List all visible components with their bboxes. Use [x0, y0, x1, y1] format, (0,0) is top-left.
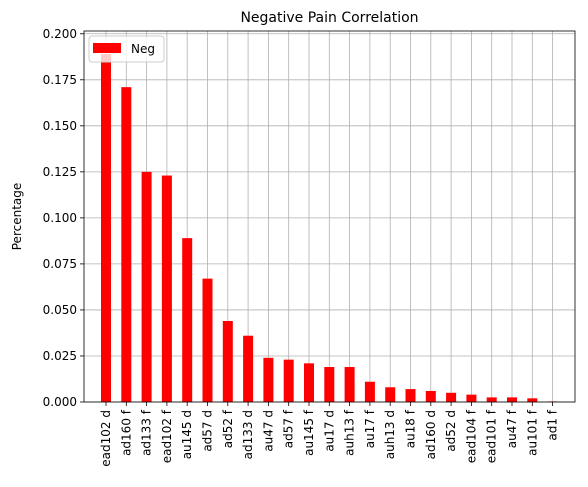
y-ticks: 0.000 0.025 0.050 0.075 0.100 0.125 0.150 0.175… — [43, 27, 84, 409]
x-tick-label: ad133 d — [241, 410, 255, 459]
x-ticks: ead102 d ad160 f ad133 f ead102 f au145 d ad5… — [99, 402, 560, 467]
bar-ad133-d — [243, 335, 254, 402]
x-tick-label: ad57 d — [201, 410, 215, 452]
x-tick-label: au47 f — [505, 409, 519, 448]
bars — [101, 54, 558, 403]
bar-au47-f — [507, 397, 517, 402]
bar-au101-f — [527, 398, 538, 402]
bar-ad57-d — [202, 278, 213, 402]
bar-au145-d — [182, 238, 193, 402]
x-tick-label: au17 f — [363, 409, 377, 448]
x-tick-label: au145 d — [180, 410, 194, 459]
bar-ead101-f — [486, 397, 497, 402]
bar-au18-f — [405, 389, 416, 402]
bar-auh13-d — [385, 387, 396, 402]
bar-ad160-d — [425, 390, 436, 402]
bar-au17-f — [364, 381, 375, 402]
x-tick-label: ad57 f — [282, 409, 296, 448]
x-tick-label: au47 d — [261, 410, 275, 452]
legend-label-neg: Neg — [131, 42, 155, 56]
bar-ad52-f — [222, 320, 233, 402]
y-tick-label: 0.150 — [43, 119, 77, 133]
bar-ad52-d — [446, 392, 457, 402]
bar-au17-d — [324, 367, 335, 402]
y-axis-label: Percentage — [10, 183, 24, 251]
bar-ad57-f — [283, 359, 294, 402]
x-tick-label: ad52 f — [221, 409, 235, 448]
legend-box — [88, 35, 165, 63]
bar-ead102-d — [101, 54, 111, 402]
x-tick-label: ad52 d — [444, 410, 458, 452]
x-tick-label: ad160 d — [424, 410, 438, 459]
y-tick-label: 0.125 — [43, 165, 77, 179]
y-tick-label: 0.000 — [43, 395, 77, 409]
chart-title: Negative Pain Correlation — [240, 10, 418, 26]
x-tick-label: ead102 d — [99, 410, 113, 467]
bar-ad133-f — [141, 171, 152, 402]
y-tick-label: 0.100 — [43, 211, 77, 225]
bar-ad160-f — [121, 87, 132, 403]
bar-au145-f — [304, 363, 314, 402]
y-tick-label: 0.175 — [43, 73, 77, 87]
x-tick-label: ead101 f — [485, 409, 499, 463]
bar-ead102-f — [161, 175, 172, 402]
x-tick-label: au145 f — [302, 409, 316, 456]
y-tick-label: 0.075 — [43, 257, 77, 271]
x-tick-label: au18 f — [404, 409, 418, 448]
x-tick-label: au101 f — [525, 409, 539, 456]
x-tick-label: ead102 f — [160, 409, 174, 463]
legend: Neg — [88, 35, 165, 63]
bar-au47-d — [263, 357, 274, 402]
y-tick-label: 0.025 — [43, 349, 77, 363]
x-tick-label: auh13 d — [383, 410, 397, 459]
x-tick-label: ad1 f — [546, 409, 560, 440]
x-tick-label: ead104 f — [464, 409, 478, 463]
x-tick-label: au17 d — [322, 410, 336, 452]
x-tick-label: ad133 f — [140, 409, 154, 456]
bar-ead104-f — [466, 394, 477, 402]
y-tick-label: 0.050 — [43, 303, 77, 317]
x-tick-label: ad160 f — [119, 409, 133, 456]
legend-swatch-neg — [93, 43, 121, 53]
bar-auh13-f — [344, 367, 355, 402]
x-tick-label: auh13 f — [343, 409, 357, 456]
y-tick-label: 0.200 — [43, 27, 77, 41]
